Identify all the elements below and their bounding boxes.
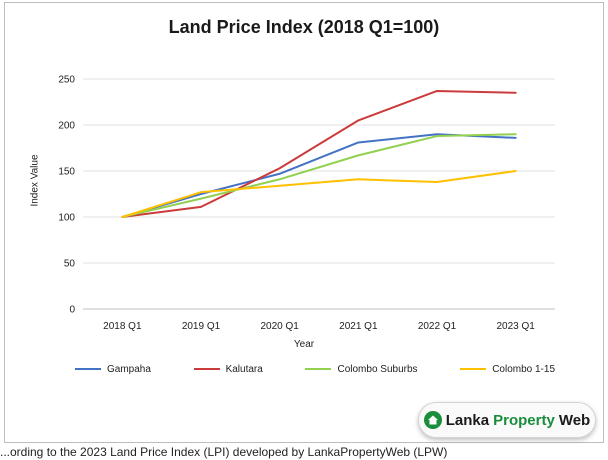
legend-label: Kalutara [225,363,263,375]
legend-label: Colombo Suburbs [337,363,418,375]
legend-swatch [75,368,101,370]
y-tick-label: 200 [58,121,75,132]
x-tick-label: 2021 Q1 [339,321,378,332]
legend-item: Kalutara [193,362,263,376]
line-chart: 0 50 100 150 200 250 2018 Q1 2019 Q1 2020 Q1 2021… [58,75,555,332]
home-pin-icon [423,411,442,429]
chart-frame: Land Price Index (2018 Q1=100) 0 50 100 150… [4,2,604,443]
x-tick-label: 2022 Q1 [418,321,457,332]
logo-text-web: Web [558,411,591,429]
logo-text-property: Property [493,411,555,429]
x-tick-label: 2018 Q1 [103,321,142,332]
x-tick-label: 2023 Q1 [496,321,535,332]
legend-label: Colombo 1-15 [492,363,555,375]
legend-swatch [305,368,332,370]
y-tick-label: 150 [58,167,75,178]
chart-legend: Gampaha Kalutara Colombo Suburbs Colombo 1-… [75,362,555,376]
caption-text: ...ording to the 2023 Land Price Index (… [0,445,448,459]
x-axis-label: Year [293,339,315,350]
y-tick-label: 0 [69,305,75,316]
legend-label: Gampaha [107,363,151,375]
lankapropertyweb-logo: Lanka Property Web [418,402,596,438]
legend-item: Colombo Suburbs [305,362,418,376]
legend-swatch [193,368,220,370]
series-line-kalutara [121,89,517,218]
chart-title: Land Price Index (2018 Q1=100) [168,17,440,37]
y-axis-label: Index Value [29,154,41,207]
legend-item: Colombo 1-15 [460,362,555,376]
series-line-colombo-suburbs [121,133,517,218]
y-tick-label: 250 [58,75,75,86]
legend-swatch [460,368,487,370]
logo-text-lanka: Lanka [445,411,490,429]
legend-item: Gampaha [75,362,151,376]
x-tick-label: 2019 Q1 [182,321,221,332]
y-tick-label: 50 [64,259,76,270]
y-axis-label-wrap: Index Value [25,153,45,213]
series-line-colombo-1-15 [121,170,517,218]
y-tick-label: 100 [58,213,75,224]
x-tick-label: 2020 Q1 [260,321,299,332]
series-line-gampaha [121,133,517,218]
